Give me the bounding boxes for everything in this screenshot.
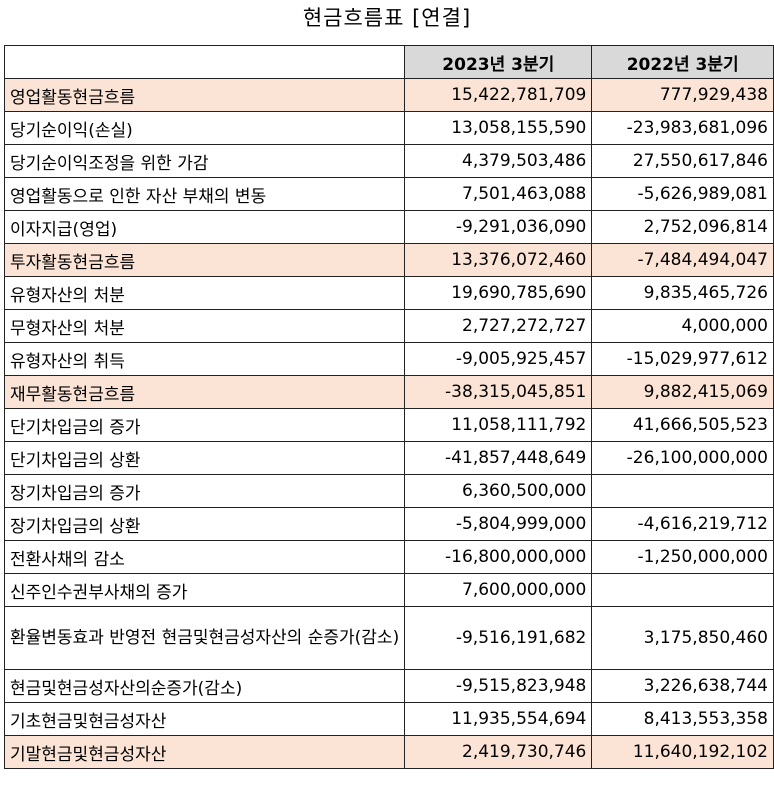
row-label: 무형자산의 처분 [3, 309, 406, 343]
row-label: 신주인수권부사채의 증가 [3, 573, 406, 607]
value-2022-q3: 41,666,505,523 [591, 408, 774, 442]
value-2022-q3 [591, 573, 774, 607]
table-row: 기초현금및현금성자산 11,935,554,694 8,413,553,358 [3, 702, 774, 736]
table-row: 재무활동현금흐름 -38,315,045,851 9,882,415,069 [3, 375, 774, 409]
value-2022-q3: -23,983,681,096 [591, 111, 774, 145]
row-label: 단기차입금의 상환 [3, 441, 406, 475]
value-2022-q3: 8,413,553,358 [591, 702, 774, 736]
value-2023-q3: 6,360,500,000 [404, 474, 593, 508]
row-label: 장기차입금의 상환 [3, 507, 406, 541]
row-label: 기초현금및현금성자산 [3, 702, 406, 736]
value-2023-q3: -9,291,036,090 [404, 210, 593, 244]
table-row: 당기순이익(손실) 13,058,155,590 -23,983,681,096 [3, 111, 774, 145]
value-2022-q3: -4,616,219,712 [591, 507, 774, 541]
value-2023-q3: -38,315,045,851 [404, 375, 593, 409]
row-label: 단기차입금의 증가 [3, 408, 406, 442]
value-2022-q3: 3,175,850,460 [591, 606, 774, 670]
table-row: 이자지급(영업) -9,291,036,090 2,752,096,814 [3, 210, 774, 244]
table-row: 당기순이익조정을 위한 가감 4,379,503,486 27,550,617,84… [3, 144, 774, 178]
row-label: 이자지급(영업) [3, 210, 406, 244]
value-2023-q3: 13,058,155,590 [404, 111, 593, 145]
value-2023-q3: -9,516,191,682 [404, 606, 593, 670]
header-2023-q3: 2023년 3분기 [404, 45, 593, 79]
value-2023-q3: 11,058,111,792 [404, 408, 593, 442]
table-row: 전환사채의 감소 -16,800,000,000 -1,250,000,000 [3, 540, 774, 574]
table-row: 유형자산의 처분 19,690,785,690 9,835,465,726 [3, 276, 774, 310]
value-2022-q3: 11,640,192,102 [591, 735, 774, 769]
table-row: 장기차입금의 상환 -5,804,999,000 -4,616,219,712 [3, 507, 774, 541]
value-2022-q3: -5,626,989,081 [591, 177, 774, 211]
cash-flow-table: 2023년 3분기 2022년 3분기 영업활동현금흐름 15,422,781,7… [3, 45, 774, 769]
header-2022-q3: 2022년 3분기 [591, 45, 774, 79]
row-label: 유형자산의 처분 [3, 276, 406, 310]
value-2023-q3: -9,005,925,457 [404, 342, 593, 376]
value-2023-q3: 19,690,785,690 [404, 276, 593, 310]
value-2022-q3: 4,000,000 [591, 309, 774, 343]
row-label: 당기순이익조정을 위한 가감 [3, 144, 406, 178]
row-label: 재무활동현금흐름 [3, 375, 406, 409]
table-row: 영업활동으로 인한 자산 부채의 변동 7,501,463,088 -5,626,9… [3, 177, 774, 211]
table-row: 유형자산의 취득 -9,005,925,457 -15,029,977,612 [3, 342, 774, 376]
table-row: 단기차입금의 증가 11,058,111,792 41,666,505,523 [3, 408, 774, 442]
value-2022-q3: -1,250,000,000 [591, 540, 774, 574]
value-2023-q3: 15,422,781,709 [404, 78, 593, 112]
row-label: 환율변동효과 반영전 현금및현금성자산의 순증가(감소) [3, 606, 406, 670]
row-label: 투자활동현금흐름 [3, 243, 406, 277]
value-2023-q3: 4,379,503,486 [404, 144, 593, 178]
row-label: 유형자산의 취득 [3, 342, 406, 376]
value-2022-q3: 9,882,415,069 [591, 375, 774, 409]
value-2023-q3: -16,800,000,000 [404, 540, 593, 574]
value-2022-q3: 3,226,638,744 [591, 669, 774, 703]
table-row: 장기차입금의 증가 6,360,500,000 [3, 474, 774, 508]
value-2023-q3: -41,857,448,649 [404, 441, 593, 475]
table-row: 투자활동현금흐름 13,376,072,460 -7,484,494,047 [3, 243, 774, 277]
value-2023-q3: 7,600,000,000 [404, 573, 593, 607]
row-label: 영업활동으로 인한 자산 부채의 변동 [3, 177, 406, 211]
value-2023-q3: 7,501,463,088 [404, 177, 593, 211]
table-row: 기말현금및현금성자산 2,419,730,746 11,640,192,102 [3, 735, 774, 769]
value-2022-q3: 777,929,438 [591, 78, 774, 112]
value-2023-q3: 2,727,272,727 [404, 309, 593, 343]
value-2022-q3: 2,752,096,814 [591, 210, 774, 244]
value-2022-q3 [591, 474, 774, 508]
table-body: 영업활동현금흐름 15,422,781,709 777,929,438 당기순이익(손… [3, 78, 774, 769]
table-row: 무형자산의 처분 2,727,272,727 4,000,000 [3, 309, 774, 343]
value-2023-q3: 2,419,730,746 [404, 735, 593, 769]
page-title: 현금흐름표 [연결] [302, 6, 472, 30]
value-2022-q3: -15,029,977,612 [591, 342, 774, 376]
row-label: 장기차입금의 증가 [3, 474, 406, 508]
row-label: 전환사채의 감소 [3, 540, 406, 574]
table-row: 영업활동현금흐름 15,422,781,709 777,929,438 [3, 78, 774, 112]
value-2023-q3: -9,515,823,948 [404, 669, 593, 703]
row-label: 현금및현금성자산의순증가(감소) [3, 669, 406, 703]
table-row: 현금및현금성자산의순증가(감소) -9,515,823,948 3,226,638,… [3, 669, 774, 703]
table-row: 신주인수권부사채의 증가 7,600,000,000 [3, 573, 774, 607]
value-2023-q3: 11,935,554,694 [404, 702, 593, 736]
value-2022-q3: 9,835,465,726 [591, 276, 774, 310]
header-label-cell [3, 45, 406, 79]
table-row: 환율변동효과 반영전 현금및현금성자산의 순증가(감소) -9,516,191,6… [3, 606, 774, 670]
row-label: 기말현금및현금성자산 [3, 735, 406, 769]
value-2023-q3: 13,376,072,460 [404, 243, 593, 277]
value-2023-q3: -5,804,999,000 [404, 507, 593, 541]
value-2022-q3: 27,550,617,846 [591, 144, 774, 178]
row-label: 당기순이익(손실) [3, 111, 406, 145]
row-label: 영업활동현금흐름 [3, 78, 406, 112]
table-row: 단기차입금의 상환 -41,857,448,649 -26,100,000,000 [3, 441, 774, 475]
header-row: 2023년 3분기 2022년 3분기 [3, 45, 774, 79]
value-2022-q3: -26,100,000,000 [591, 441, 774, 475]
value-2022-q3: -7,484,494,047 [591, 243, 774, 277]
